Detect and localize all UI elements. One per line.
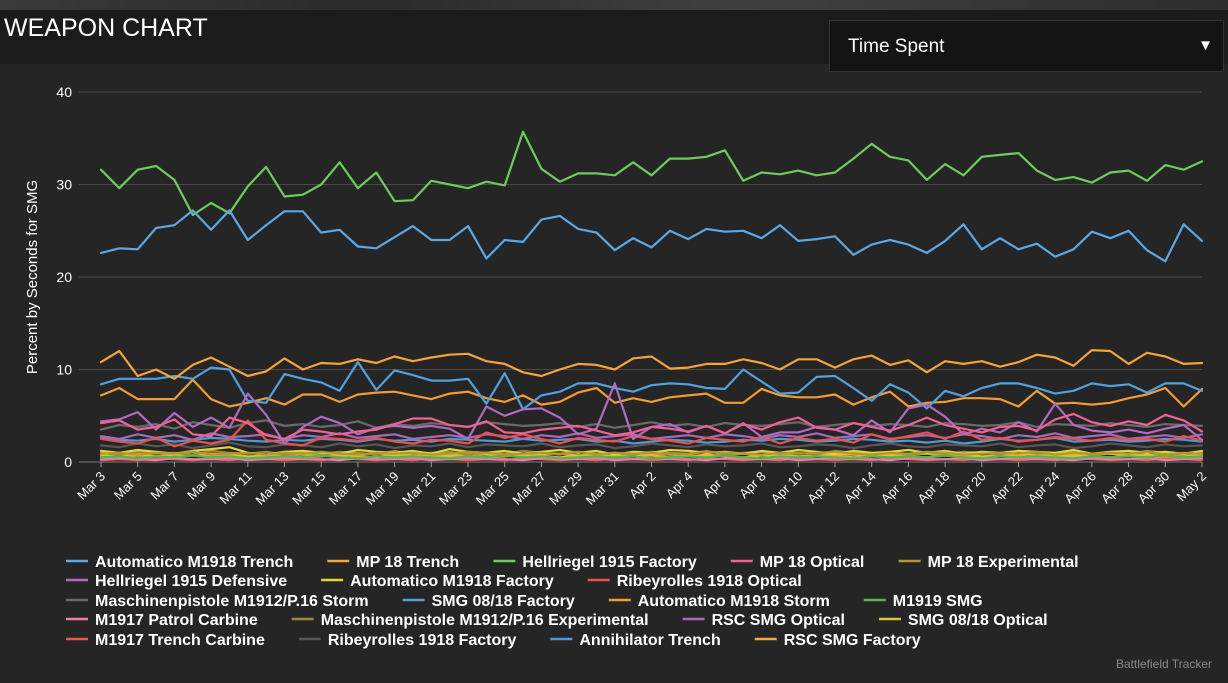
legend-entry-label: SMG 08/18 Factory xyxy=(432,593,575,610)
y-tick-label: 40 xyxy=(56,84,72,100)
x-tick-label: Apr 20 xyxy=(951,469,989,507)
x-tick-label: Apr 26 xyxy=(1061,469,1099,507)
legend-entry-label: RSC SMG Optical xyxy=(712,612,845,629)
series-line xyxy=(99,450,1204,456)
series-line xyxy=(99,441,1204,450)
x-tick-label: Mar 29 xyxy=(546,469,585,508)
legend-entry-label: Automatico M1918 Factory xyxy=(350,573,554,590)
x-tick-label: Mar 15 xyxy=(289,469,328,508)
series-line xyxy=(99,349,1204,380)
legend-entry-label: Hellriegel 1915 Defensive xyxy=(95,573,287,590)
legend-entry-label: Maschinenpistole M1912/P.16 Experimental xyxy=(321,612,649,629)
legend-entry-label: Ribeyrolles 1918 Factory xyxy=(328,632,517,649)
series-line xyxy=(99,419,1204,431)
metric-dropdown-value: Time Spent xyxy=(848,36,945,57)
legend-entry-label: MP 18 Trench xyxy=(356,554,459,571)
page-title: WEAPON CHART xyxy=(4,14,208,42)
legend-entry-label: Automatico M1918 Trench xyxy=(95,554,293,571)
x-tick-label: Apr 30 xyxy=(1135,469,1173,507)
x-tick-label: Apr 6 xyxy=(699,469,732,502)
legend-entry-label: Maschinenpistole M1912/P.16 Storm xyxy=(95,593,369,610)
x-tick-label: Apr 18 xyxy=(915,469,953,507)
x-tick-label: Apr 28 xyxy=(1098,469,1136,507)
x-tick-label: Mar 23 xyxy=(436,469,475,508)
y-tick-label: 30 xyxy=(56,177,72,193)
x-tick-label: Apr 24 xyxy=(1025,469,1063,507)
metric-dropdown[interactable]: Time Spent ▼ xyxy=(829,20,1224,72)
x-tick-label: Mar 25 xyxy=(473,469,512,508)
series-line xyxy=(99,378,1204,408)
legend-entry-label: Ribeyrolles 1918 Optical xyxy=(617,573,802,590)
x-tick-label: Mar 31 xyxy=(583,469,622,508)
x-tick-label: Mar 11 xyxy=(216,469,255,508)
legend-entry-label: M1917 Patrol Carbine xyxy=(95,612,258,629)
legend-entry-label: MP 18 Optical xyxy=(760,554,865,571)
series-lines xyxy=(99,130,1204,462)
x-tick-label: Apr 16 xyxy=(878,469,916,507)
caret-down-icon: ▼ xyxy=(1198,37,1213,54)
x-tick-label: Mar 27 xyxy=(509,469,548,508)
x-tick-label: Apr 4 xyxy=(663,469,696,502)
y-axis-title: Percent by Seconds for SMG xyxy=(24,180,41,374)
x-tick-label: Mar 21 xyxy=(399,469,438,508)
series-line xyxy=(99,457,1204,462)
footer-credit: Battlefield Tracker xyxy=(1115,657,1212,671)
legend: Automatico M1918 Trench MP 18 Trench Hellr… xyxy=(66,554,1079,649)
x-tick-label: Mar 3 xyxy=(74,469,108,503)
x-tick-label: Mar 7 xyxy=(147,469,181,503)
x-tick-label: Mar 17 xyxy=(326,469,365,508)
legend-entry-label: M1917 Trench Carbine xyxy=(95,632,265,649)
x-tick-label: Mar 9 xyxy=(184,469,218,503)
legend-entry-label: Automatico M1918 Storm xyxy=(638,593,830,610)
series-line xyxy=(99,454,1204,460)
legend-entry-label: M1919 SMG xyxy=(893,593,983,610)
legend-entry-label: MP 18 Experimental xyxy=(928,554,1079,571)
x-tick-label: Apr 14 xyxy=(841,469,879,507)
legend-entry-label: SMG 08/18 Optical xyxy=(908,612,1048,629)
x-tick-label: Apr 22 xyxy=(988,469,1026,507)
x-tick-label: Mar 5 xyxy=(111,469,145,503)
background-banner xyxy=(0,0,1228,10)
x-tick-label: Mar 13 xyxy=(252,469,291,508)
x-tick-label: Apr 8 xyxy=(736,469,769,502)
y-axis: 0 10 20 30 40 Percent by Seconds for SMG xyxy=(24,84,72,470)
y-tick-label: 20 xyxy=(56,269,72,285)
x-tick-label: Mar 19 xyxy=(362,469,401,508)
y-tick-label: 10 xyxy=(56,362,72,378)
series-line xyxy=(99,412,1204,440)
legend-entry-label: RSC SMG Factory xyxy=(784,632,921,649)
legend-entry-label: Hellriegel 1915 Factory xyxy=(522,554,696,571)
grid-lines xyxy=(79,91,1202,463)
x-tick-label: Apr 12 xyxy=(804,469,842,507)
x-tick-label: May 2 xyxy=(1173,469,1209,505)
series-line xyxy=(99,361,1204,411)
x-tick-label: Apr 2 xyxy=(626,469,659,502)
series-line xyxy=(99,209,1204,263)
x-tick-label: Apr 10 xyxy=(768,469,806,507)
legend-entry-label: Annihilator Trench xyxy=(579,632,720,649)
y-tick-label: 0 xyxy=(64,454,72,470)
series-line xyxy=(99,130,1204,217)
